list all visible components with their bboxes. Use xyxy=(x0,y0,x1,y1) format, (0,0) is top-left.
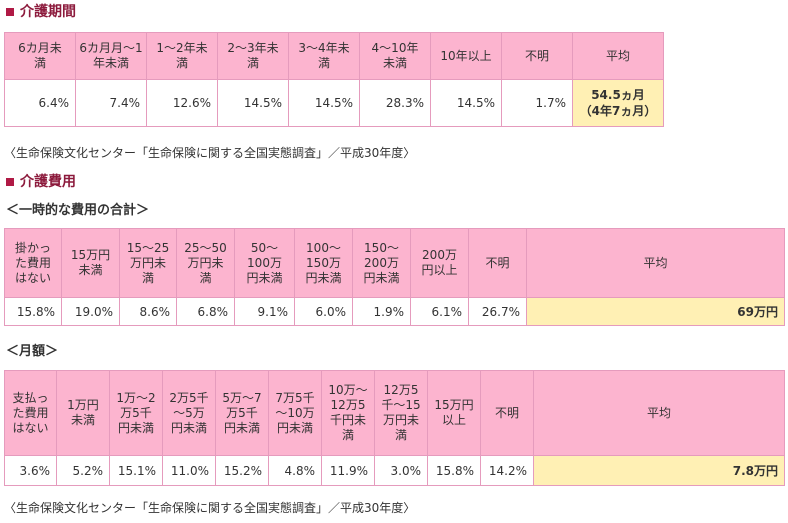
header-cell: 不明 xyxy=(480,370,534,456)
value-cell: 11.9% xyxy=(321,455,375,486)
value-cell: 1.7% xyxy=(501,79,573,127)
header-cell: 10万～ 12万5 千円未満 xyxy=(321,370,375,456)
value-cell: 15.2% xyxy=(215,455,269,486)
value-cell: 4.8% xyxy=(268,455,322,486)
value-cell: 9.1% xyxy=(234,297,295,326)
header-cell: 15万円 未満 xyxy=(61,228,120,298)
value-cell: 14.5% xyxy=(430,79,502,127)
source-citation: 〈生命保険文化センター「生命保険に関する全国実態調査」／平成30年度〉 xyxy=(4,146,416,160)
header-cell: 6カ月未満 xyxy=(4,32,76,80)
header-cell: 不明 xyxy=(468,228,527,298)
header-cell: 100～ 150万 円未満 xyxy=(294,228,353,298)
value-cell: 1.9% xyxy=(352,297,411,326)
value-cell: 19.0% xyxy=(61,297,120,326)
monthly-cost-table: 支払っ た費用 はない 1万円 未満 1万～2 万5千 円未満 2万5千 ～5万 円未満 5万… xyxy=(4,370,785,486)
value-cell: 28.3% xyxy=(359,79,431,127)
value-cell: 15.1% xyxy=(109,455,163,486)
value-cell: 15.8% xyxy=(4,297,62,326)
section-title-care-cost: 介護費用 xyxy=(4,173,76,191)
value-cell: 5.2% xyxy=(56,455,110,486)
header-cell: 10年以上 xyxy=(430,32,502,80)
header-cell: 50～ 100万 円未満 xyxy=(234,228,295,298)
header-cell: 12万5 千～15 万円未満 xyxy=(374,370,428,456)
value-cell: 6.0% xyxy=(294,297,353,326)
average-cell: 69万円 xyxy=(526,297,785,326)
onetime-cost-table: 掛かっ た費用 はない 15万円 未満 15～25 万円未満 25～50 万円未満 50～… xyxy=(4,228,785,326)
header-cell-average: 平均 xyxy=(533,370,785,456)
average-cell: 54.5ヵ月 （4年7ヵ月） xyxy=(572,79,664,127)
header-cell: 5万～7 万5千 円未満 xyxy=(215,370,269,456)
value-cell: 6.8% xyxy=(176,297,235,326)
header-cell: 3～4年未満 xyxy=(288,32,360,80)
value-cell: 3.0% xyxy=(374,455,428,486)
value-cell: 3.6% xyxy=(4,455,57,486)
value-cell: 14.5% xyxy=(217,79,289,127)
value-cell: 15.8% xyxy=(427,455,481,486)
header-cell: 7万5千 ～10万 円未満 xyxy=(268,370,322,456)
header-cell: 4～10年 未満 xyxy=(359,32,431,80)
header-cell: 15～25 万円未満 xyxy=(119,228,177,298)
source-citation: 〈生命保険文化センター「生命保険に関する全国実態調査」／平成30年度〉 xyxy=(4,501,416,515)
header-cell: 1～2年未満 xyxy=(146,32,218,80)
square-bullet-icon xyxy=(6,177,14,186)
care-period-table: 6カ月未満 6カ月月～1 年未満 1～2年未満 2～3年未満 3～4年未満 4～1… xyxy=(4,32,664,127)
subtitle-onetime-cost: ＜一時的な費用の合計＞ xyxy=(6,203,150,218)
header-cell: 2～3年未満 xyxy=(217,32,289,80)
average-cell: 7.8万円 xyxy=(533,455,785,486)
header-cell: 1万～2 万5千 円未満 xyxy=(109,370,163,456)
header-cell: 6カ月月～1 年未満 xyxy=(75,32,147,80)
value-cell: 14.2% xyxy=(480,455,534,486)
header-cell: 25～50 万円未満 xyxy=(176,228,235,298)
value-cell: 7.4% xyxy=(75,79,147,127)
square-bullet-icon xyxy=(6,7,14,16)
header-cell: 150～ 200万 円未満 xyxy=(352,228,411,298)
value-cell: 26.7% xyxy=(468,297,527,326)
value-cell: 12.6% xyxy=(146,79,218,127)
header-cell: 200万 円以上 xyxy=(410,228,469,298)
header-cell: 不明 xyxy=(501,32,573,80)
header-cell-average: 平均 xyxy=(572,32,664,80)
value-cell: 8.6% xyxy=(119,297,177,326)
header-cell: 掛かっ た費用 はない xyxy=(4,228,62,298)
header-cell: 2万5千 ～5万 円未満 xyxy=(162,370,216,456)
header-cell: 15万円 以上 xyxy=(427,370,481,456)
value-cell: 14.5% xyxy=(288,79,360,127)
header-cell: 1万円 未満 xyxy=(56,370,110,456)
header-cell: 支払っ た費用 はない xyxy=(4,370,57,456)
value-cell: 11.0% xyxy=(162,455,216,486)
value-cell: 6.1% xyxy=(410,297,469,326)
subtitle-monthly-cost: ＜月額＞ xyxy=(6,344,59,359)
section-title-care-period: 介護期間 xyxy=(4,3,76,21)
value-cell: 6.4% xyxy=(4,79,76,127)
header-cell-average: 平均 xyxy=(526,228,785,298)
